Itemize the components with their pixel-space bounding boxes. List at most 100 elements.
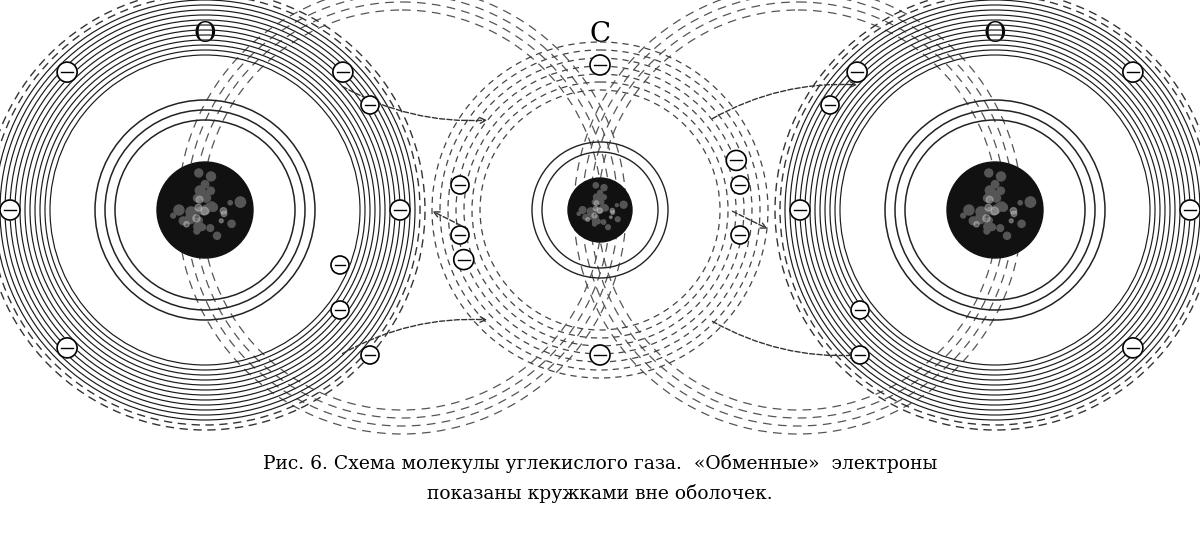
Circle shape — [594, 194, 600, 200]
Circle shape — [610, 208, 614, 212]
Circle shape — [598, 207, 604, 212]
Circle shape — [593, 206, 598, 211]
Circle shape — [596, 209, 601, 213]
Circle shape — [205, 203, 214, 211]
Circle shape — [331, 256, 349, 274]
Circle shape — [851, 346, 869, 364]
Circle shape — [209, 203, 217, 211]
Circle shape — [986, 189, 997, 200]
Circle shape — [202, 180, 209, 188]
Circle shape — [1123, 338, 1142, 358]
Circle shape — [594, 201, 599, 205]
Circle shape — [598, 208, 602, 213]
Circle shape — [214, 232, 221, 240]
Circle shape — [593, 183, 599, 188]
Circle shape — [590, 345, 610, 365]
Circle shape — [594, 196, 601, 203]
Circle shape — [991, 180, 998, 188]
Circle shape — [985, 169, 992, 177]
Circle shape — [593, 218, 599, 224]
Circle shape — [208, 187, 215, 195]
Circle shape — [451, 176, 469, 194]
Circle shape — [197, 207, 203, 214]
Circle shape — [174, 205, 184, 215]
Circle shape — [1012, 211, 1016, 217]
Circle shape — [206, 225, 214, 231]
Circle shape — [790, 200, 810, 220]
Circle shape — [986, 196, 992, 203]
Circle shape — [601, 185, 607, 191]
Circle shape — [199, 224, 205, 230]
Text: O: O — [193, 22, 216, 48]
Circle shape — [202, 205, 210, 214]
Circle shape — [600, 205, 606, 211]
Circle shape — [454, 250, 474, 269]
Circle shape — [1025, 197, 1036, 207]
Circle shape — [595, 215, 599, 218]
Circle shape — [996, 172, 1006, 181]
Circle shape — [731, 176, 749, 194]
Circle shape — [199, 207, 205, 213]
Circle shape — [194, 204, 202, 211]
Circle shape — [1018, 201, 1022, 205]
Circle shape — [1009, 219, 1013, 223]
Circle shape — [157, 162, 253, 258]
Circle shape — [726, 151, 746, 170]
Circle shape — [193, 215, 200, 222]
Circle shape — [194, 228, 199, 234]
Circle shape — [616, 217, 620, 222]
Circle shape — [580, 207, 586, 214]
Circle shape — [1018, 220, 1025, 228]
Circle shape — [983, 215, 990, 222]
Circle shape — [203, 208, 208, 212]
Circle shape — [991, 205, 1000, 214]
Circle shape — [587, 212, 593, 219]
Circle shape — [821, 96, 839, 114]
Circle shape — [620, 201, 628, 208]
Circle shape — [58, 338, 77, 358]
Circle shape — [596, 208, 600, 212]
Circle shape — [209, 202, 216, 209]
Circle shape — [973, 222, 979, 227]
Circle shape — [193, 195, 200, 202]
Circle shape — [184, 222, 190, 227]
Circle shape — [592, 213, 596, 218]
Circle shape — [583, 215, 588, 220]
Circle shape — [970, 217, 977, 225]
Circle shape — [179, 217, 187, 225]
Circle shape — [197, 218, 203, 223]
Circle shape — [601, 220, 606, 224]
Text: показаны кружками вне оболочек.: показаны кружками вне оболочек. — [427, 483, 773, 503]
Circle shape — [990, 209, 996, 215]
Circle shape — [847, 62, 868, 82]
Circle shape — [577, 212, 581, 215]
Circle shape — [221, 211, 227, 217]
Text: C: C — [589, 22, 611, 48]
Circle shape — [186, 207, 197, 217]
Text: Рис. 6. Схема молекулы углекислого газа.  «Обменные»  электроны: Рис. 6. Схема молекулы углекислого газа.… — [263, 454, 937, 473]
Circle shape — [196, 196, 203, 203]
Circle shape — [197, 189, 208, 200]
Circle shape — [601, 195, 606, 199]
Circle shape — [206, 172, 216, 181]
Circle shape — [593, 199, 598, 204]
Circle shape — [1123, 62, 1142, 82]
Circle shape — [976, 207, 986, 217]
Text: O: O — [984, 22, 1007, 48]
Circle shape — [997, 187, 1004, 195]
Circle shape — [997, 225, 1003, 231]
Circle shape — [220, 219, 223, 223]
Circle shape — [611, 211, 614, 215]
Circle shape — [984, 228, 990, 234]
Circle shape — [586, 218, 589, 221]
Circle shape — [989, 224, 996, 230]
Circle shape — [194, 222, 203, 231]
Circle shape — [1180, 200, 1200, 220]
Circle shape — [984, 195, 991, 202]
Circle shape — [984, 222, 994, 231]
Circle shape — [594, 208, 599, 212]
Circle shape — [986, 207, 994, 214]
Circle shape — [200, 207, 209, 215]
Circle shape — [992, 208, 997, 212]
Circle shape — [200, 209, 206, 215]
